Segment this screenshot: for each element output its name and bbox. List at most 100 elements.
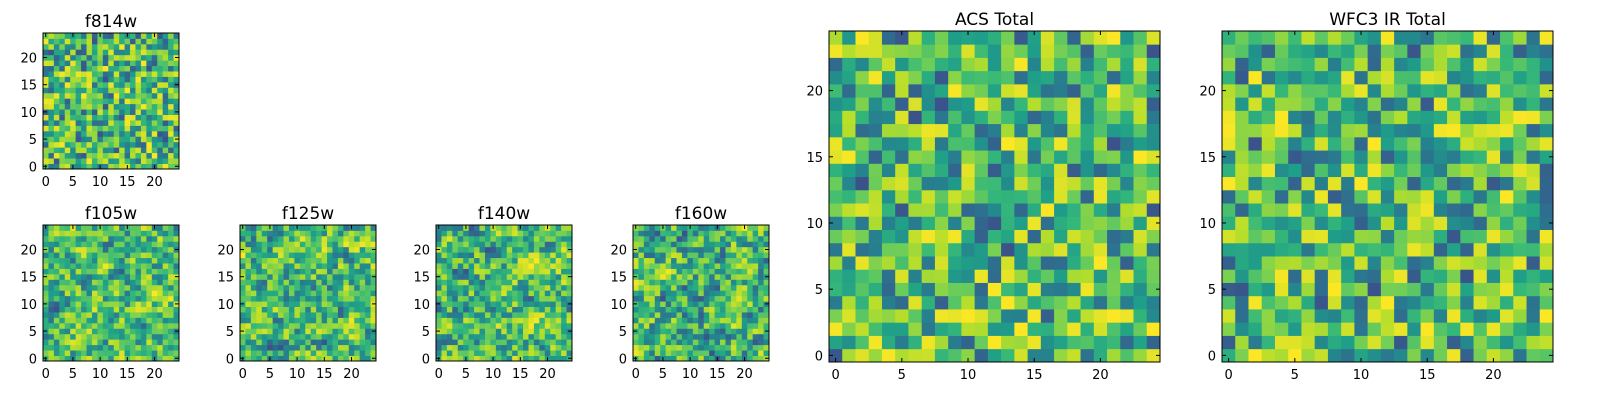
heatmap-cell	[70, 344, 77, 351]
heatmap-cell	[881, 83, 896, 98]
heatmap-cell	[687, 306, 694, 313]
heatmap-cell	[665, 350, 672, 356]
heatmap-cell	[327, 322, 333, 329]
heatmap-cell	[168, 257, 174, 264]
heatmap-cell	[921, 110, 936, 125]
heatmap-cell	[948, 216, 962, 230]
heatmap-cell	[135, 284, 142, 291]
heatmap-cell	[75, 322, 82, 329]
heatmap-cell	[321, 301, 328, 307]
heatmap-cell	[441, 230, 448, 237]
heatmap-cell	[168, 328, 174, 335]
heatmap-cell	[59, 38, 66, 45]
heatmap-cell	[842, 295, 856, 310]
heatmap-cell	[337, 328, 344, 335]
heatmap-cell	[288, 328, 295, 335]
heatmap-cell	[1133, 110, 1148, 125]
heatmap-cell	[1433, 335, 1448, 350]
heatmap-cell	[354, 263, 361, 269]
heatmap-cell	[59, 317, 66, 324]
heatmap-cell	[1460, 203, 1474, 217]
heatmap-cell	[512, 252, 518, 259]
heatmap-cell	[643, 306, 650, 313]
heatmap-cell	[987, 189, 1002, 204]
heatmap-cell	[337, 257, 344, 264]
heatmap-cell	[91, 141, 98, 148]
y-tick-label: 10	[217, 298, 234, 313]
heatmap-cell	[337, 252, 344, 259]
heatmap-cell	[173, 92, 180, 99]
heatmap-cell	[842, 97, 856, 111]
heatmap-cell	[763, 322, 770, 329]
heatmap-cell	[102, 317, 109, 324]
heatmap-cell	[512, 257, 518, 264]
heatmap-cell	[1107, 322, 1121, 336]
heatmap-cell	[643, 312, 650, 318]
heatmap-cell	[173, 225, 180, 231]
heatmap-cell	[698, 333, 705, 340]
heatmap-cell	[288, 279, 295, 286]
heatmap-cell	[1274, 256, 1289, 270]
heatmap-cell	[97, 290, 104, 297]
heatmap-cell	[676, 306, 683, 313]
heatmap-cell	[474, 355, 480, 362]
heatmap-cell	[463, 241, 470, 248]
heatmap-cell	[643, 301, 650, 307]
heatmap-cell	[348, 263, 355, 269]
heatmap-cell	[75, 295, 82, 302]
heatmap-cell	[321, 322, 328, 329]
heatmap-cell	[676, 312, 683, 318]
y-tick-label: 10	[1199, 217, 1216, 232]
heatmap-cell	[261, 344, 268, 351]
heatmap-cell	[294, 230, 301, 237]
heatmap-cell	[512, 273, 518, 280]
heatmap-cell	[506, 225, 513, 231]
heatmap-cell	[75, 114, 82, 121]
heatmap-cell	[1288, 176, 1302, 191]
heatmap-cell	[1500, 97, 1514, 111]
heatmap-cell	[151, 152, 158, 159]
heatmap-cell	[720, 295, 726, 302]
heatmap-cell	[703, 317, 710, 324]
heatmap-cell	[1222, 256, 1236, 270]
heatmap-cell	[479, 225, 486, 231]
heatmap-cell	[544, 295, 551, 302]
heatmap-cell	[250, 257, 257, 264]
heatmap-cell	[316, 355, 322, 362]
heatmap-cell	[457, 355, 464, 362]
heatmap-cell	[533, 230, 540, 237]
heatmap-cell	[267, 295, 274, 302]
heatmap-cell	[758, 339, 764, 346]
heatmap-cell	[146, 141, 153, 148]
heatmap-cell	[86, 76, 93, 83]
heatmap-cell	[436, 263, 442, 269]
heatmap-cell	[687, 339, 694, 346]
heatmap-cell	[479, 268, 486, 275]
heatmap-cell	[974, 216, 989, 230]
heatmap-cell	[119, 158, 125, 164]
heatmap-cell	[97, 263, 104, 269]
heatmap-cell	[162, 241, 169, 248]
heatmap-cell	[550, 235, 557, 242]
heatmap-cell	[48, 65, 55, 72]
heatmap-cell	[714, 312, 721, 318]
heatmap-cell	[1107, 189, 1121, 204]
heatmap-cell	[633, 252, 639, 259]
heatmap-cell	[665, 295, 672, 302]
heatmap-cell	[140, 273, 147, 280]
heatmap-cell	[1301, 189, 1316, 204]
heatmap-cell	[250, 263, 257, 269]
heatmap-cell	[135, 114, 142, 121]
heatmap-cell	[64, 295, 71, 302]
heatmap-cell	[1080, 309, 1095, 323]
heatmap-cell	[168, 43, 174, 50]
heatmap-cell	[173, 158, 180, 164]
heatmap-cell	[714, 246, 721, 253]
heatmap-cell	[59, 130, 66, 137]
heatmap-cell	[463, 322, 470, 329]
heatmap-cell	[974, 189, 989, 204]
heatmap-cell	[868, 322, 883, 336]
heatmap-cell	[119, 38, 125, 45]
heatmap-cell	[714, 284, 721, 291]
heatmap-cell	[533, 284, 540, 291]
